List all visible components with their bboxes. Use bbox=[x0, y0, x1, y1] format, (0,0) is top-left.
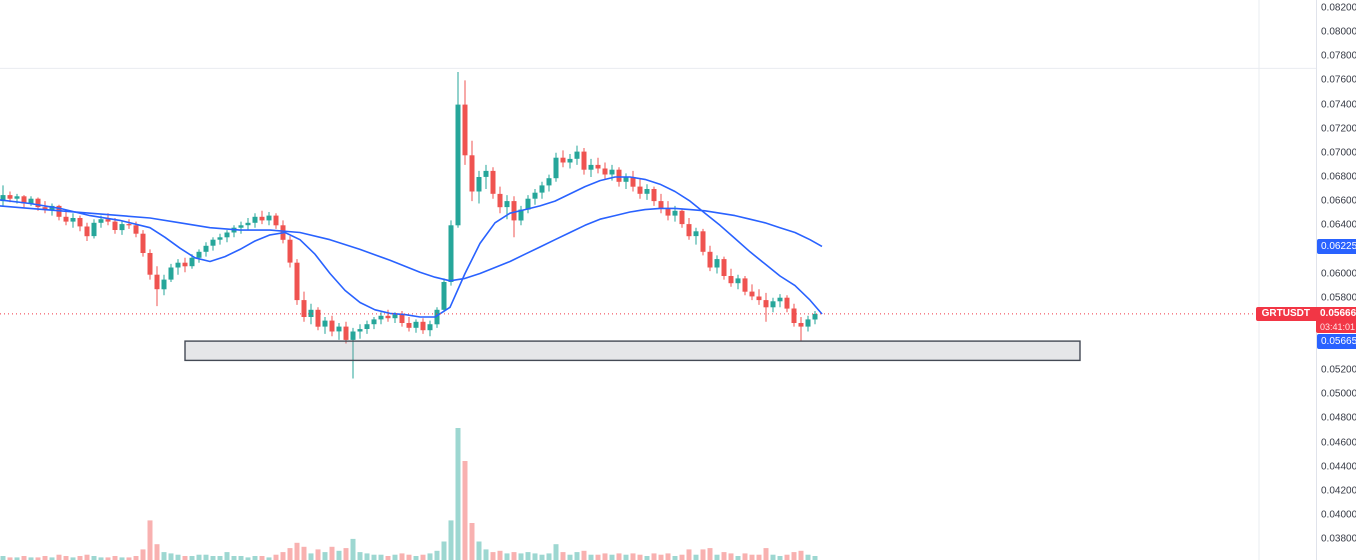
price-axis-label: 0.06000 bbox=[1321, 268, 1356, 279]
gridlines bbox=[0, 0, 1316, 560]
price-axis-label: 0.07000 bbox=[1321, 147, 1356, 159]
price-axis-label: 0.08000 bbox=[1321, 26, 1356, 38]
price-axis-label: 0.07200 bbox=[1321, 123, 1356, 135]
support-zone-rectangle[interactable] bbox=[184, 340, 1081, 362]
symbol-ticker[interactable]: GRTUSDT bbox=[1255, 306, 1316, 321]
ma-slow-line[interactable] bbox=[0, 205, 823, 282]
price-axis-label: 0.05000 bbox=[1321, 388, 1356, 400]
ma-slow-value-badge[interactable]: 0.06225 bbox=[1317, 239, 1356, 255]
last-price: 0.05666 bbox=[1316, 306, 1356, 321]
symbol-price-row: GRTUSDT 0.05666 bbox=[1255, 306, 1356, 321]
price-axis-label: 0.04200 bbox=[1321, 485, 1356, 497]
ma-fast-line[interactable] bbox=[0, 176, 823, 318]
price-chart-canvas[interactable] bbox=[0, 0, 1316, 560]
price-axis-label: 0.05200 bbox=[1321, 364, 1356, 376]
price-axis-label: 0.06400 bbox=[1321, 219, 1356, 231]
volume-bars bbox=[0, 428, 818, 560]
countdown-timer: 03:41:01 bbox=[1316, 320, 1356, 333]
price-axis-label: 0.04800 bbox=[1321, 412, 1356, 424]
candlesticks bbox=[0, 72, 818, 379]
ma-fast-value-badge[interactable]: 0.05665 bbox=[1317, 333, 1356, 349]
countdown-row: 03:41:01 bbox=[1256, 320, 1356, 333]
price-axis-label: 0.07600 bbox=[1321, 74, 1356, 86]
symbol-price-label[interactable]: GRTUSDT 0.05666 03:41:01 bbox=[1255, 306, 1356, 333]
price-axis[interactable]: 0.08200 0.08000 0.07800 0.07600 0.07400 0.072… bbox=[1316, 0, 1356, 560]
price-axis-label: 0.07800 bbox=[1321, 50, 1356, 62]
price-axis-label: 0.04000 bbox=[1321, 509, 1356, 521]
price-axis-label: 0.05800 bbox=[1321, 292, 1356, 304]
price-axis-label: 0.06800 bbox=[1321, 171, 1356, 183]
price-axis-label: 0.08200 bbox=[1321, 2, 1356, 14]
price-axis-label: 0.04400 bbox=[1321, 461, 1356, 473]
price-axis-label: 0.03800 bbox=[1321, 533, 1356, 545]
price-axis-label: 0.07400 bbox=[1321, 99, 1356, 111]
price-axis-label: 0.06600 bbox=[1321, 195, 1356, 207]
price-axis-label: 0.04600 bbox=[1321, 437, 1356, 448]
